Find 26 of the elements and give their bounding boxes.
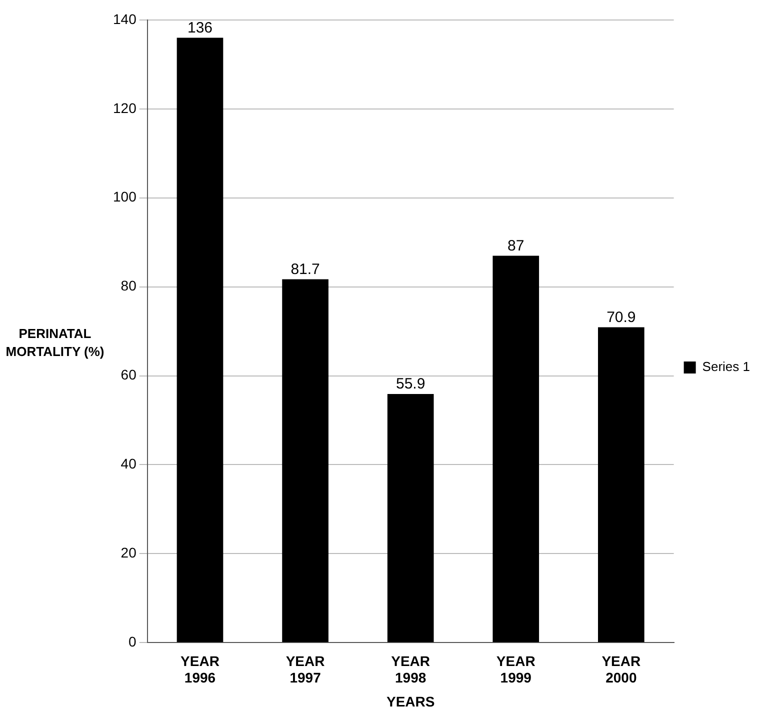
x-tick-label: YEAR 2000 — [602, 652, 641, 686]
legend-label: Series 1 — [702, 359, 750, 374]
x-axis-title: YEARS — [386, 693, 435, 710]
x-tick-label: YEAR 1997 — [286, 652, 325, 686]
y-axis-title: PERINATAL MORTALITY (%) — [4, 324, 106, 360]
y-tick-label: 20 — [120, 544, 137, 561]
data-label: 136 — [187, 19, 213, 36]
y-tick-label: 140 — [113, 10, 137, 27]
y-tick-label: 40 — [120, 456, 137, 472]
x-tick-label: YEAR 1996 — [180, 652, 220, 686]
bar — [282, 279, 328, 642]
y-tick-label: 120 — [113, 100, 137, 116]
x-tick-label: YEAR 1999 — [496, 652, 536, 686]
bar — [176, 38, 224, 642]
bar — [387, 394, 434, 642]
data-label: 70.9 — [606, 308, 636, 326]
data-label: 81.7 — [290, 260, 320, 278]
data-label: 87 — [508, 237, 524, 254]
bar — [492, 256, 540, 642]
data-label: 55.9 — [396, 376, 426, 393]
y-tick-label: 0 — [128, 633, 137, 650]
bar — [598, 327, 644, 642]
x-tick-label: YEAR 1998 — [391, 652, 430, 686]
y-tick-label: 80 — [120, 278, 137, 294]
y-tick-label: 60 — [120, 366, 137, 383]
y-tick-label: 100 — [113, 188, 137, 205]
